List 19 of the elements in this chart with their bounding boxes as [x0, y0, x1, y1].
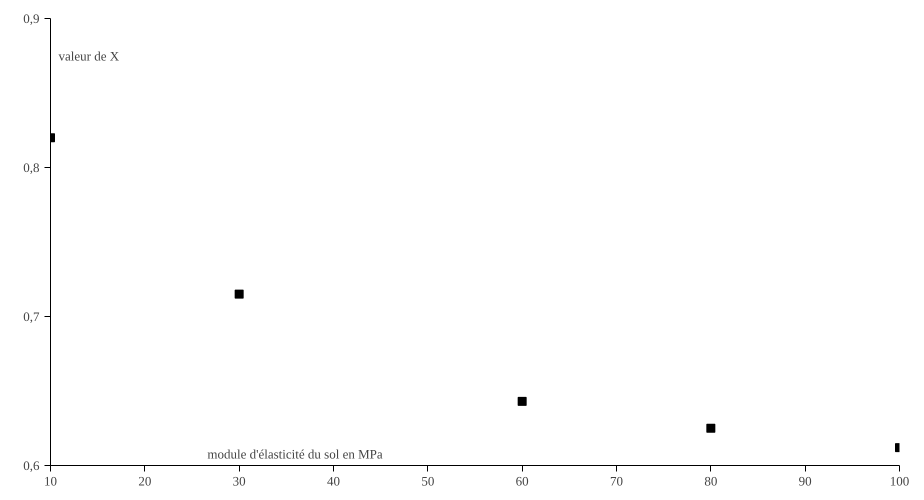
y-tick-label: 0,8 — [23, 160, 40, 175]
y-tick-label: 0,9 — [23, 11, 40, 26]
point — [518, 396, 527, 406]
x-tick-label: 90 — [798, 474, 812, 488]
x-tick-label: 80 — [704, 474, 718, 488]
x-tick-label: 100 — [890, 474, 910, 488]
x-tick-label: 40 — [327, 474, 340, 488]
x-tick-label: 60 — [516, 474, 529, 488]
y-tick-label: 0,6 — [23, 458, 40, 473]
x-axis-title: module d'élasticité du sol en MPa — [207, 446, 383, 462]
y-axis-title: valeur de X — [58, 48, 120, 64]
x-tick-label: 20 — [138, 474, 152, 488]
x-tick-label: 30 — [232, 474, 246, 488]
x-tick-label: 50 — [421, 474, 434, 488]
point — [706, 424, 716, 433]
x-tick-label: 70 — [610, 474, 623, 488]
x-tick-label: 10 — [44, 474, 57, 488]
point — [234, 290, 244, 299]
y-tick-label: 0,7 — [23, 309, 40, 324]
